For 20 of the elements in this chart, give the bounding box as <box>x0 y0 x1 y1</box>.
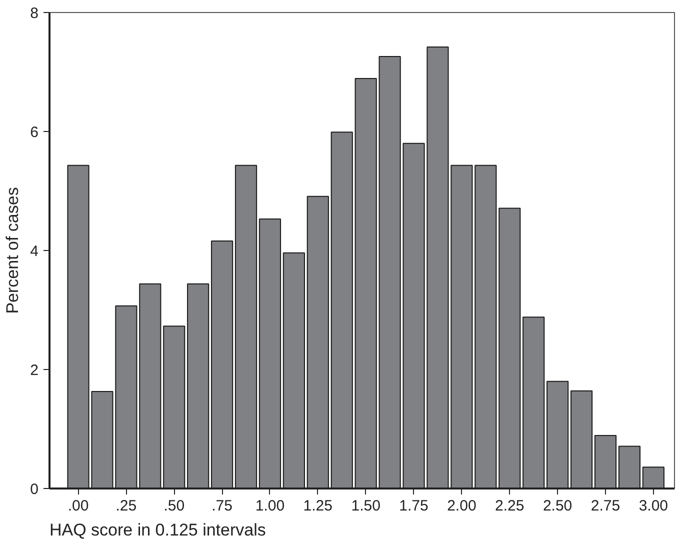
x-tick-label: 1.00 <box>255 498 285 514</box>
x-tick-label: .75 <box>212 498 232 514</box>
x-tick-label: 2.00 <box>447 498 476 514</box>
x-tick-label: 2.50 <box>542 498 572 514</box>
x-tick-label: 2.25 <box>495 498 524 514</box>
x-tick-label: 1.75 <box>399 498 428 514</box>
x-tick-label: .00 <box>68 498 89 514</box>
x-tick-label: .25 <box>116 498 137 514</box>
y-axis-title: Percent of cases <box>3 187 22 314</box>
y-tick-label: 4 <box>30 243 38 260</box>
y-tick-label: 8 <box>30 5 38 22</box>
x-tick-label: .50 <box>164 498 185 514</box>
x-tick-label: 3.00 <box>638 498 668 514</box>
x-axis-title: HAQ score in 0.125 intervals <box>50 520 266 540</box>
x-tick-label: 1.50 <box>351 498 380 514</box>
y-tick-label: 0 <box>30 481 38 498</box>
y-tick-label: 2 <box>30 362 38 379</box>
y-tick-label: 6 <box>30 124 38 141</box>
x-tick-label: 1.25 <box>303 498 333 514</box>
x-tick-label: 2.75 <box>590 498 620 514</box>
